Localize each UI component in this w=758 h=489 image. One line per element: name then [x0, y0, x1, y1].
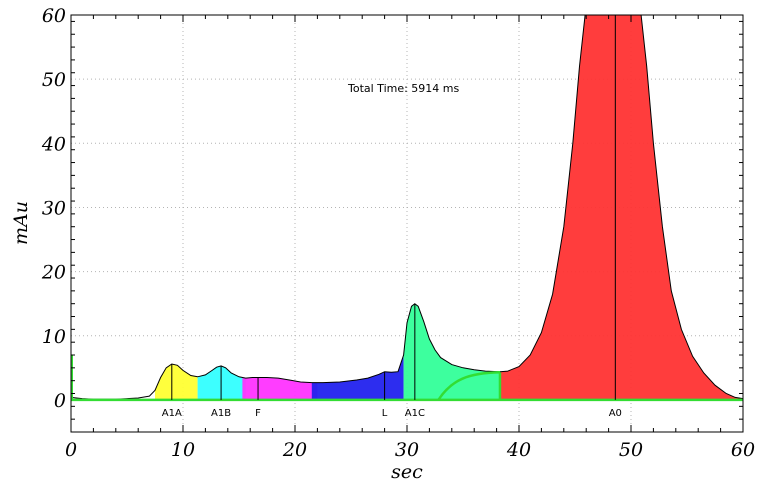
y-tick-label: 40: [41, 133, 66, 155]
peak-label-a1a: A1A: [162, 408, 182, 419]
y-tick-label: 60: [42, 5, 66, 27]
peak-area-a0: [500, 15, 743, 400]
peak-area-f: [242, 377, 318, 400]
peak-marker-layer: A1A A1B F L A1C A0: [162, 15, 622, 419]
x-tick-label: 40: [506, 439, 531, 461]
y-tick-label: 10: [42, 326, 66, 348]
x-tick-label: 30: [395, 439, 419, 461]
y-tick-label: 30: [42, 197, 66, 219]
y-tick-label: 50: [42, 69, 66, 91]
total-time-annotation: Total Time: 5914 ms: [347, 82, 460, 95]
peak-label-a1c: A1C: [405, 408, 425, 419]
x-tick-label: 0: [65, 439, 77, 461]
peak-label-l: L: [382, 408, 388, 419]
peak-area-a1b: [197, 365, 246, 400]
y-tick-label: 0: [54, 390, 66, 412]
x-tick-label: 10: [171, 439, 195, 461]
peak-label-f: F: [255, 408, 261, 419]
axis-layer: 0 10 20 30 40 50 60 0 10 20 30 40 50 60: [41, 5, 755, 461]
peak-area-l: [311, 355, 404, 400]
x-tick-label: 50: [619, 439, 643, 461]
a1c-tail-baseline: [437, 371, 501, 401]
peak-area-a1a: [155, 364, 198, 400]
x-axis-title: sec: [391, 461, 423, 483]
peak-label-a1b: A1B: [211, 408, 231, 419]
peak-label-a0: A0: [609, 408, 622, 419]
x-tick-label: 60: [731, 439, 755, 461]
x-tick-label: 20: [282, 439, 307, 461]
y-axis-title: mAu: [10, 201, 32, 245]
y-tick-label: 20: [41, 262, 66, 284]
